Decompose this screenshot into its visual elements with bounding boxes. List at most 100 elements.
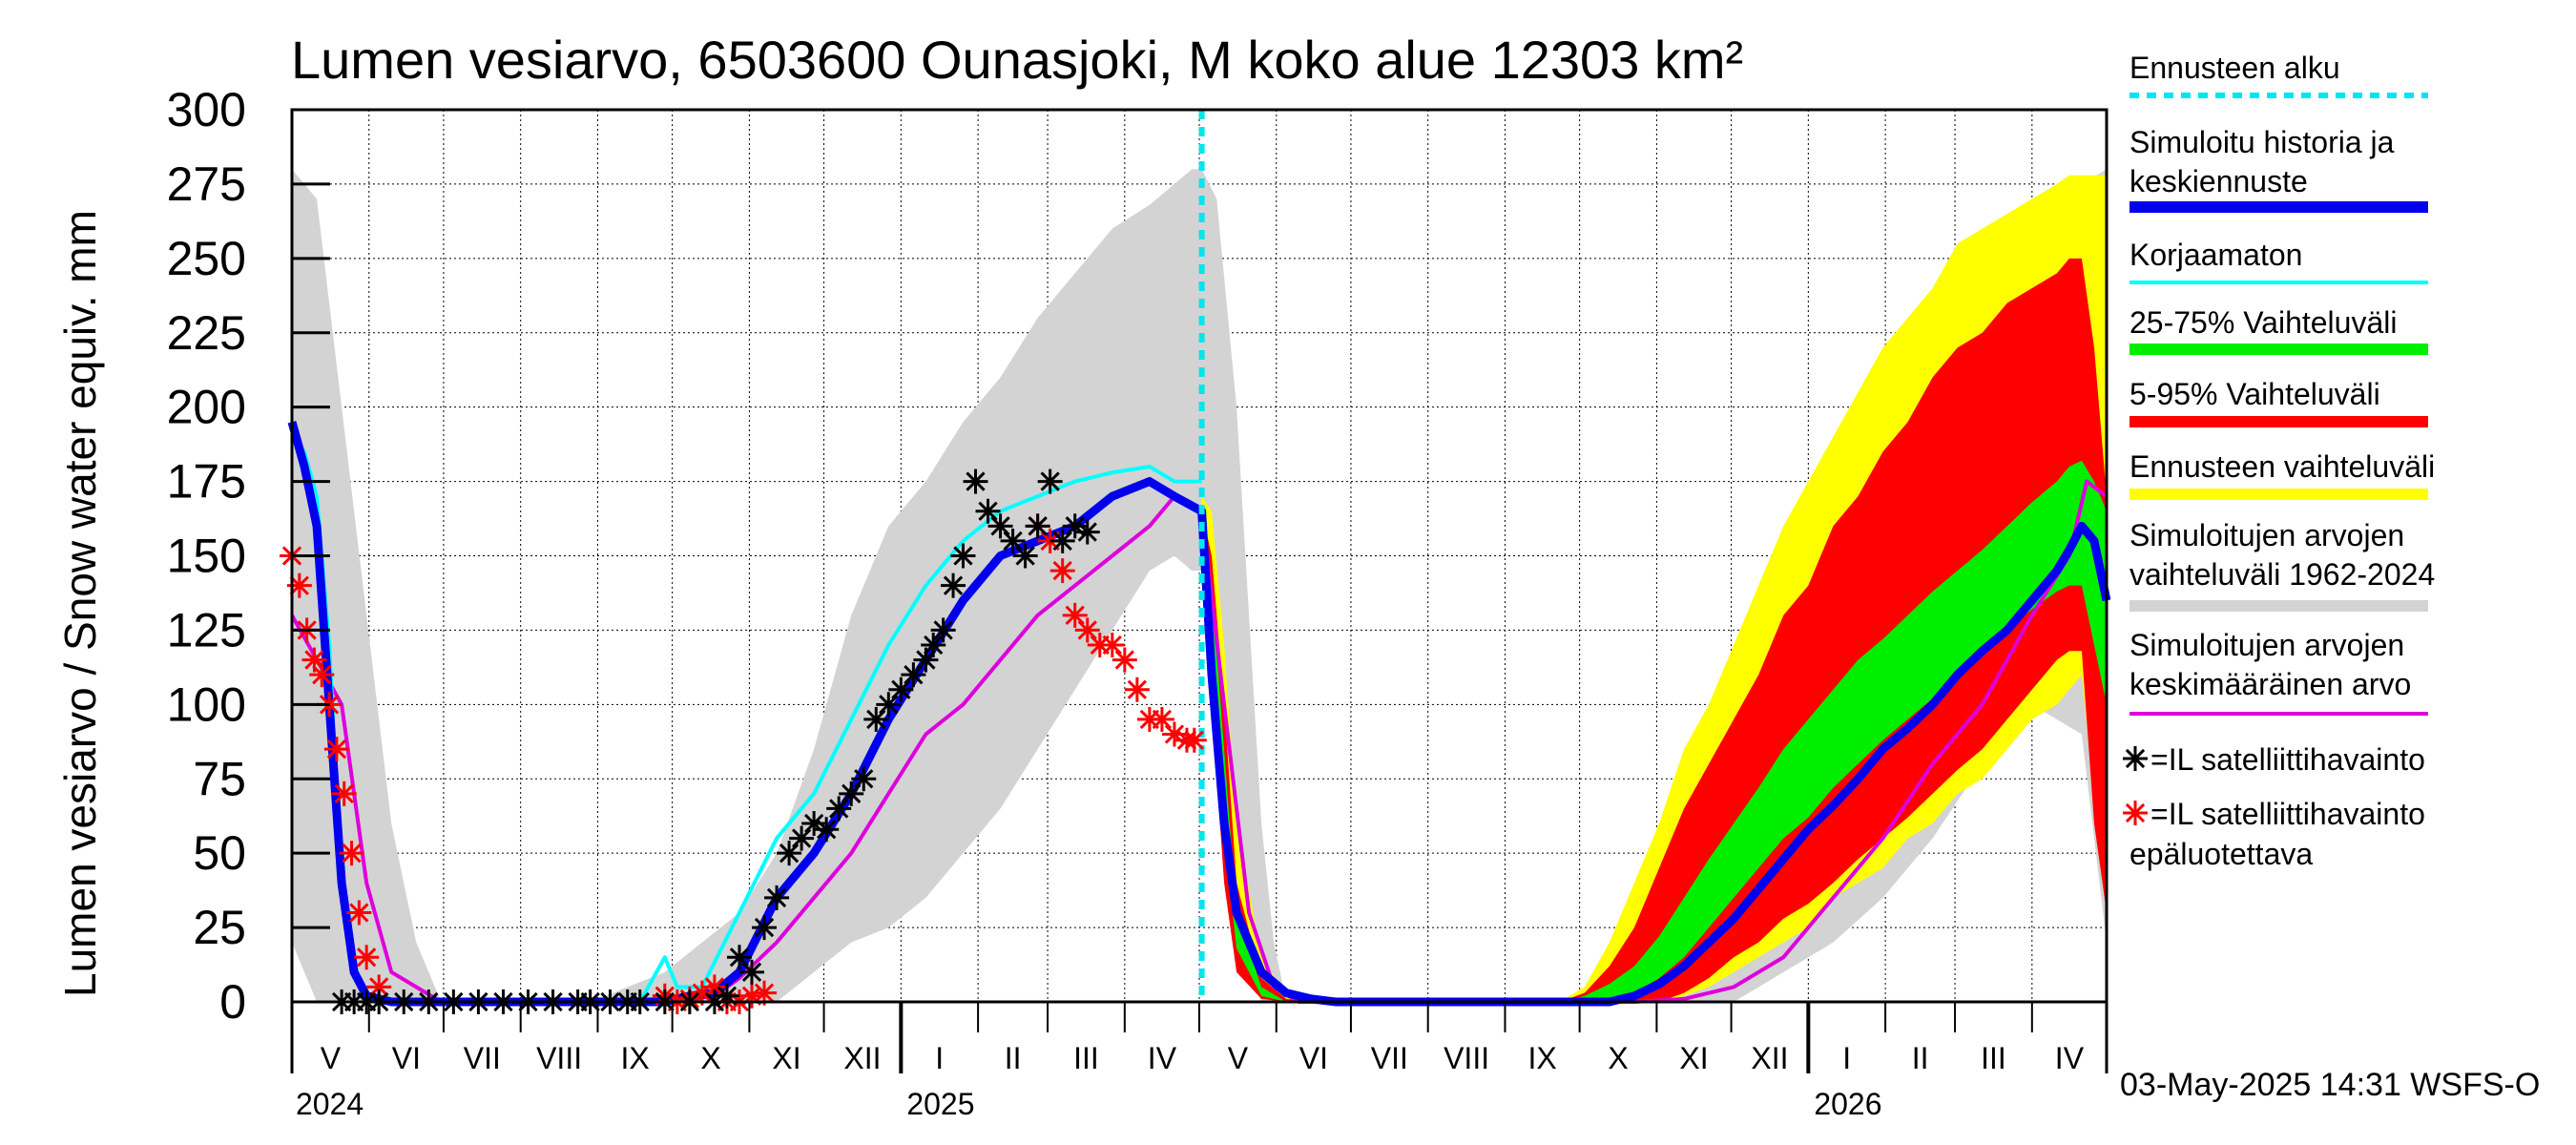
satellite-reliable-point: [1049, 528, 1075, 553]
chart-title: Lumen vesiarvo, 6503600 Ounasjoki, M kok…: [291, 30, 1743, 90]
satellite-unreliable-point: [1149, 706, 1174, 732]
chart-bands: [292, 169, 2107, 1003]
chart-legend: Ennusteen alku Simuloitu historia ja keski…: [2123, 51, 2435, 871]
legend-label: Korjaamaton: [2129, 238, 2302, 272]
legend-star-unreliable: [2123, 801, 2148, 825]
month-label: XI: [1679, 1041, 1708, 1075]
satellite-unreliable-point: [323, 737, 349, 762]
y-tick-label: 25: [193, 901, 246, 954]
satellite-reliable-point: [950, 543, 976, 569]
satellite-unreliable-point: [1062, 602, 1088, 628]
month-label: VIII: [1444, 1041, 1489, 1075]
satellite-unreliable-point: [309, 662, 335, 688]
year-label: 2025: [906, 1087, 974, 1121]
y-tick-label: 225: [167, 306, 246, 360]
legend-label: =IL satelliittihavainto: [2150, 797, 2425, 831]
year-label: 2026: [1814, 1087, 1881, 1121]
y-tick-label: 250: [167, 232, 246, 285]
month-label: XII: [1751, 1041, 1788, 1075]
legend-label: Simuloitujen arvojen: [2129, 628, 2404, 662]
month-label: X: [700, 1041, 720, 1075]
month-label: V: [1228, 1041, 1249, 1075]
satellite-unreliable-point: [331, 781, 357, 806]
satellite-unreliable-point: [1181, 727, 1207, 753]
satellite-reliable-point: [975, 498, 1001, 524]
y-tick-label: 100: [167, 677, 246, 731]
satellite-reliable-point: [851, 766, 877, 792]
satellite-reliable-point: [714, 983, 739, 1009]
month-label: III: [1073, 1041, 1099, 1075]
month-label: VI: [1299, 1041, 1328, 1075]
month-label: II: [1912, 1041, 1929, 1075]
satellite-reliable-point: [1012, 543, 1038, 569]
chart-axes: [290, 108, 2109, 1073]
month-label: IV: [1148, 1041, 1177, 1075]
satellite-reliable-point: [739, 959, 765, 985]
legend-label: 5-95% Vaihteluväli: [2129, 377, 2380, 411]
satellite-reliable-point: [901, 662, 926, 688]
satellite-reliable-point: [888, 677, 914, 702]
month-label: I: [1842, 1041, 1851, 1075]
satellite-reliable-point: [930, 617, 956, 643]
legend-label: Simuloitu historia ja: [2129, 125, 2395, 159]
month-label: VII: [464, 1041, 501, 1075]
month-label: VI: [392, 1041, 421, 1075]
satellite-reliable-point: [1074, 519, 1100, 545]
satellite-reliable-point: [839, 781, 864, 806]
legend-label: Ennusteen vaihteluväli: [2129, 449, 2435, 484]
month-label: IX: [620, 1041, 649, 1075]
y-tick-label: 175: [167, 455, 246, 509]
month-label: VIII: [536, 1041, 582, 1075]
timestamp-footer: 03-May-2025 14:31 WSFS-O: [2120, 1067, 2540, 1103]
legend-label-line2: keskimääräinen arvo: [2129, 667, 2411, 701]
satellite-unreliable-point: [1111, 647, 1137, 673]
y-tick-label: 275: [167, 157, 246, 211]
satellite-unreliable-point: [301, 647, 327, 673]
month-label: VII: [1371, 1041, 1408, 1075]
satellite-unreliable-point: [1124, 677, 1150, 702]
satellite-unreliable-point: [1074, 617, 1100, 643]
legend-label: =IL satelliittihavainto: [2150, 742, 2425, 777]
legend-label-line2: vaihteluväli 1962-2024: [2129, 557, 2435, 592]
satellite-reliable-point: [752, 915, 778, 941]
satellite-reliable-point: [963, 468, 988, 494]
legend-label: 25-75% Vaihteluväli: [2129, 305, 2397, 340]
satellite-unreliable-point: [354, 945, 380, 970]
y-tick-label: 125: [167, 603, 246, 656]
satellite-reliable-point: [1025, 513, 1050, 539]
y-tick-label: 300: [167, 83, 246, 136]
satellite-unreliable-point: [346, 900, 372, 926]
month-label: V: [321, 1041, 342, 1075]
legend-label-line2: keskiennuste: [2129, 164, 2308, 198]
p5-95-band: [1201, 258, 2107, 1002]
satellite-unreliable-point: [339, 841, 364, 866]
satellite-reliable-point: [764, 885, 790, 910]
satellite-reliable-point: [876, 692, 902, 718]
y-axis-label: Lumen vesiarvo / Snow water equiv. mm: [55, 210, 105, 997]
satellite-reliable-point: [814, 817, 840, 843]
legend-label: Simuloitujen arvojen: [2129, 518, 2404, 552]
legend-label-line2: epäluotettava: [2129, 837, 2313, 871]
y-tick-label: 0: [219, 975, 246, 1029]
month-label: II: [1005, 1041, 1022, 1075]
month-label: IX: [1527, 1041, 1556, 1075]
satellite-reliable-point: [1000, 528, 1026, 553]
satellite-reliable-point: [826, 796, 852, 822]
satellite-reliable-point: [987, 513, 1013, 539]
legend-label: Ennusteen alku: [2129, 51, 2340, 85]
y-tick-label: 150: [167, 530, 246, 583]
satellite-unreliable-point: [1049, 558, 1075, 584]
month-label: IV: [2055, 1041, 2085, 1075]
satellite-reliable-point: [789, 825, 815, 851]
month-label: X: [1608, 1041, 1628, 1075]
y-tick-label: 50: [193, 826, 246, 880]
month-label: I: [935, 1041, 944, 1075]
month-label: III: [1981, 1041, 2006, 1075]
legend-star-reliable: [2123, 746, 2148, 771]
month-label: XII: [843, 1041, 881, 1075]
y-tick-label: 200: [167, 381, 246, 434]
satellite-reliable-point: [941, 572, 966, 598]
year-label: 2024: [296, 1087, 364, 1121]
